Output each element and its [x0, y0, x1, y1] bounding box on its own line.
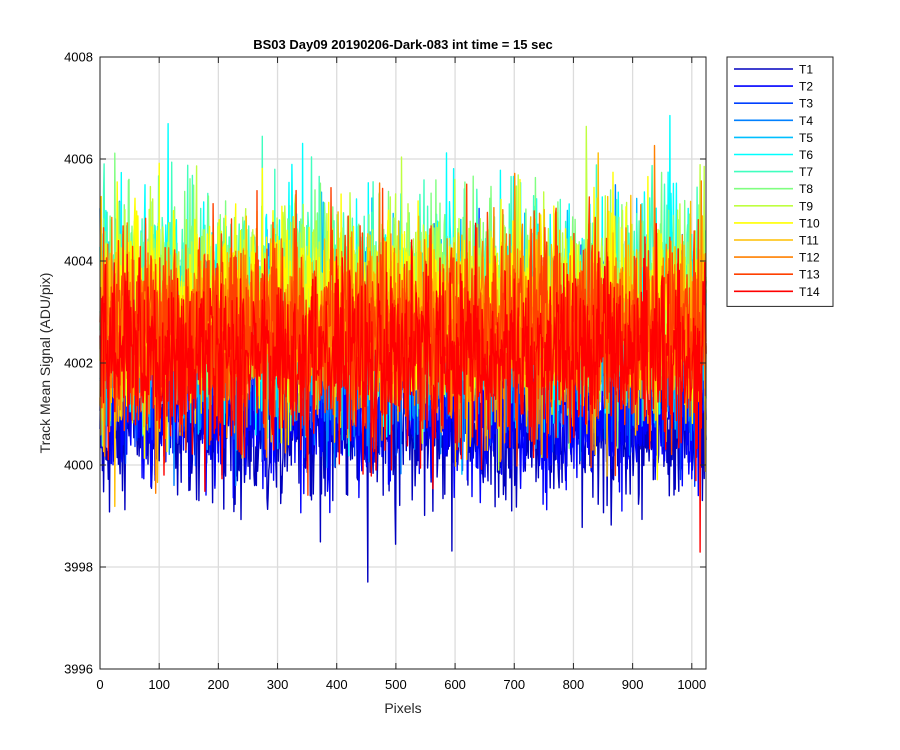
- ticks: 0 100 200 300 400 500 600 700 800 900 1000 3996 3998…: [64, 50, 706, 693]
- x-tick-label: 600: [444, 677, 466, 692]
- x-tick-label: 800: [563, 677, 585, 692]
- legend-label-t12: T12: [799, 251, 820, 265]
- legend-box: [726, 56, 834, 307]
- chart-title: BS03 Day09 20190206-Dark-083 int time = …: [253, 37, 553, 52]
- legend-label-t2: T2: [799, 80, 813, 94]
- x-tick-label: 500: [385, 677, 407, 692]
- x-axis-label: Pixels: [384, 700, 421, 716]
- legend-label-t9: T9: [799, 199, 813, 213]
- x-tick-label: 900: [622, 677, 644, 692]
- x-tick-label: 1000: [677, 677, 706, 692]
- legend-label-t8: T8: [799, 182, 813, 196]
- x-tick-label: 400: [326, 677, 348, 692]
- y-tick-label: 3998: [64, 560, 93, 575]
- y-tick-label: 4006: [64, 152, 93, 167]
- y-tick-label: 4008: [64, 50, 93, 65]
- y-tick-label: 4002: [64, 356, 93, 371]
- x-tick-label: 200: [208, 677, 230, 692]
- legend-label-t14: T14: [799, 285, 820, 299]
- series-group: [99, 114, 707, 583]
- legend-label-t13: T13: [799, 268, 820, 282]
- legend-label-t10: T10: [799, 216, 820, 230]
- y-tick-label: 4000: [64, 458, 93, 473]
- y-tick-label: 4004: [64, 254, 93, 269]
- x-tick-label: 300: [267, 677, 289, 692]
- legend: T1 T2 T3 T4 T5 T6 T7 T8 T9 T10 T11 T12 T13 T14: [726, 56, 834, 307]
- y-axis-label: Track Mean Signal (ADU/pix): [37, 273, 53, 454]
- x-tick-label: 100: [148, 677, 170, 692]
- legend-label-t5: T5: [799, 131, 813, 145]
- legend-label-t4: T4: [799, 114, 813, 128]
- series-line-t14: [99, 222, 707, 553]
- x-tick-label: 0: [96, 677, 103, 692]
- y-tick-label: 3996: [64, 662, 93, 677]
- legend-label-t3: T3: [799, 97, 813, 111]
- legend-label-t7: T7: [799, 165, 813, 179]
- x-tick-label: 700: [503, 677, 525, 692]
- legend-label-t1: T1: [799, 63, 813, 77]
- legend-label-t11: T11: [799, 234, 819, 248]
- legend-label-t6: T6: [799, 148, 813, 162]
